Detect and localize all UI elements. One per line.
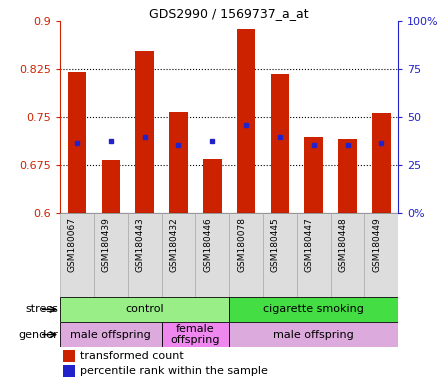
- FancyBboxPatch shape: [60, 297, 229, 322]
- FancyBboxPatch shape: [195, 213, 229, 297]
- Bar: [237, 29, 255, 213]
- FancyBboxPatch shape: [162, 322, 229, 347]
- Bar: [372, 113, 391, 213]
- Bar: [135, 51, 154, 213]
- Bar: [338, 139, 357, 213]
- Bar: [68, 72, 86, 213]
- Text: male offspring: male offspring: [273, 329, 354, 339]
- FancyBboxPatch shape: [297, 213, 331, 297]
- Text: percentile rank within the sample: percentile rank within the sample: [81, 366, 268, 376]
- Text: GSM180449: GSM180449: [372, 217, 381, 272]
- Bar: [304, 137, 323, 213]
- Text: transformed count: transformed count: [81, 351, 184, 361]
- Text: GSM180439: GSM180439: [102, 217, 111, 272]
- Text: gender: gender: [18, 329, 58, 339]
- Text: GSM180448: GSM180448: [339, 217, 348, 272]
- Bar: [203, 159, 222, 213]
- FancyBboxPatch shape: [263, 213, 297, 297]
- Text: GSM180443: GSM180443: [136, 217, 145, 272]
- FancyBboxPatch shape: [60, 213, 94, 297]
- Bar: [271, 74, 289, 213]
- FancyBboxPatch shape: [364, 213, 398, 297]
- FancyBboxPatch shape: [229, 297, 398, 322]
- FancyBboxPatch shape: [331, 213, 364, 297]
- Text: female
offspring: female offspring: [170, 324, 220, 345]
- Text: cigarette smoking: cigarette smoking: [263, 305, 364, 314]
- Bar: [101, 160, 120, 213]
- Text: stress: stress: [25, 305, 58, 314]
- Bar: [169, 112, 188, 213]
- Text: GSM180078: GSM180078: [237, 217, 246, 272]
- FancyBboxPatch shape: [229, 322, 398, 347]
- FancyBboxPatch shape: [128, 213, 162, 297]
- Text: GSM180447: GSM180447: [305, 217, 314, 272]
- Text: GSM180445: GSM180445: [271, 217, 280, 272]
- FancyBboxPatch shape: [60, 322, 162, 347]
- Bar: [64, 365, 75, 377]
- FancyBboxPatch shape: [229, 213, 263, 297]
- FancyBboxPatch shape: [94, 213, 128, 297]
- Title: GDS2990 / 1569737_a_at: GDS2990 / 1569737_a_at: [150, 7, 309, 20]
- Text: male offspring: male offspring: [70, 329, 151, 339]
- Text: GSM180432: GSM180432: [170, 217, 178, 272]
- Text: GSM180446: GSM180446: [203, 217, 212, 272]
- Bar: [64, 351, 75, 362]
- FancyBboxPatch shape: [162, 213, 195, 297]
- Text: control: control: [125, 305, 164, 314]
- Text: GSM180067: GSM180067: [68, 217, 77, 272]
